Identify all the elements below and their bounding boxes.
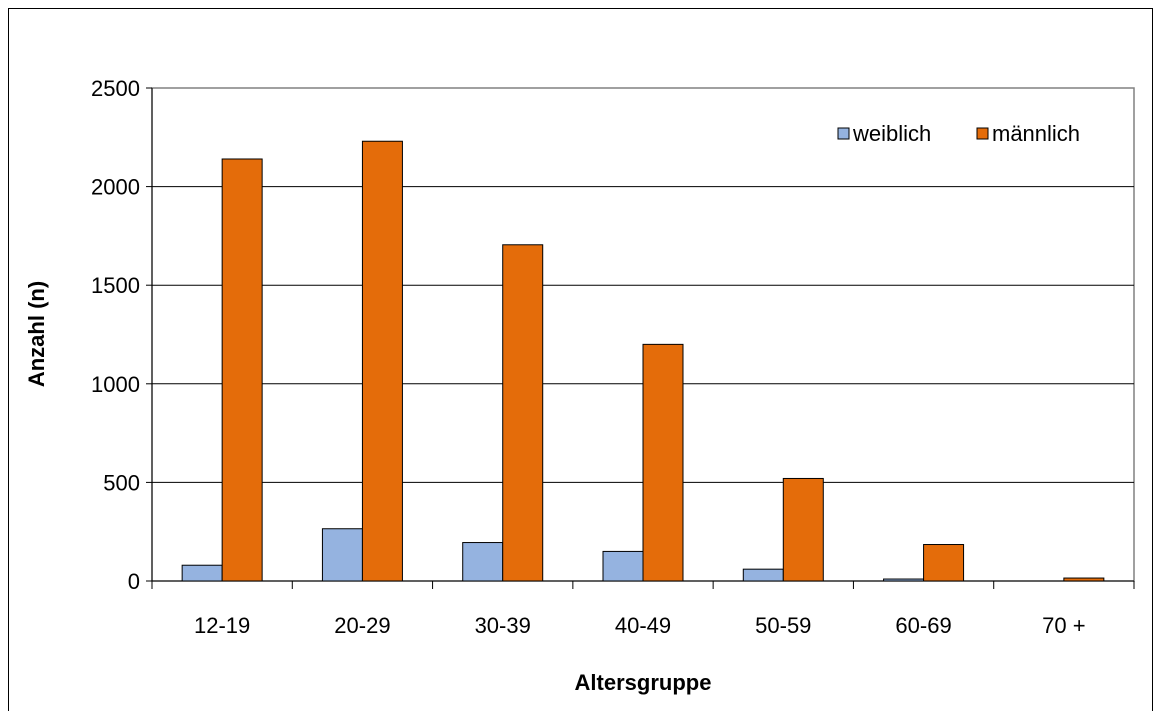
axes (146, 87, 1135, 589)
x-tick-label: 50-59 (755, 613, 811, 638)
bar-maennlich-60-69 (923, 544, 965, 582)
legend: weiblich männlich (837, 121, 1080, 146)
y-tick-label: 2500 (91, 76, 140, 101)
legend-label-weiblich: weiblich (852, 121, 931, 146)
y-tick-label: 2000 (91, 175, 140, 200)
bar-maennlich-30-39 (502, 244, 544, 582)
bars (181, 140, 1105, 582)
y-tick-labels: 0 500 1000 1500 2000 2500 (91, 76, 140, 594)
x-tick-label: 12-19 (194, 613, 250, 638)
bar-maennlich-40-49 (642, 343, 684, 582)
y-tick-label: 500 (103, 470, 140, 495)
x-axis-title: Altersgruppe (575, 670, 712, 695)
y-tick-label: 0 (128, 569, 140, 594)
bar-weiblich-40-49 (602, 550, 644, 582)
y-axis-title: Anzahl (n) (24, 281, 49, 387)
legend-swatch-weiblich (837, 127, 850, 140)
legend-swatch-maennlich (976, 127, 989, 140)
bar-maennlich-50-59 (782, 477, 824, 582)
y-tick-label: 1500 (91, 273, 140, 298)
legend-label-maennlich: männlich (992, 121, 1080, 146)
x-tick-labels: 12-19 20-29 30-39 40-49 50-59 60-69 70 + (194, 613, 1086, 638)
bar-weiblich-12-19 (181, 564, 223, 582)
bar-weiblich-20-29 (321, 528, 363, 582)
x-tick-label: 60-69 (895, 613, 951, 638)
y-tick-label: 1000 (91, 372, 140, 397)
bar-weiblich-30-39 (462, 542, 504, 582)
x-tick-label: 20-29 (334, 613, 390, 638)
x-tick-label: 40-49 (615, 613, 671, 638)
x-tick-label: 30-39 (475, 613, 531, 638)
bar-weiblich-50-59 (742, 568, 784, 582)
bar-maennlich-20-29 (361, 140, 403, 582)
bar-maennlich-12-19 (221, 158, 263, 582)
x-tick-label: 70 + (1042, 613, 1085, 638)
